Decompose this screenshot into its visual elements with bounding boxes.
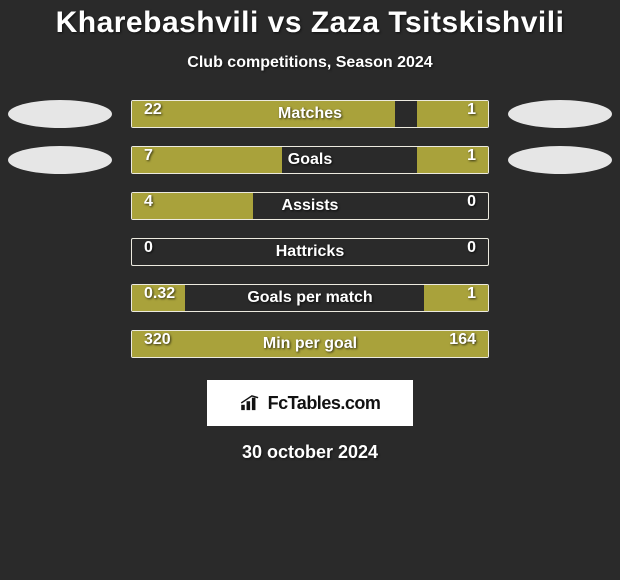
stat-value-right: 1 <box>467 285 476 303</box>
player-avatar-left <box>8 146 112 174</box>
stat-bar: 320164Min per goal <box>131 330 489 358</box>
brand-chart-icon <box>240 395 262 411</box>
stat-value-left: 0.32 <box>144 285 175 303</box>
player-avatar-right <box>508 100 612 128</box>
page-title: Kharebashvili vs Zaza Tsitskishvili <box>56 6 565 40</box>
stat-row: 0.321Goals per match <box>0 284 620 312</box>
stat-value-right: 1 <box>467 101 476 119</box>
stat-value-right: 0 <box>467 239 476 257</box>
stat-row: 320164Min per goal <box>0 330 620 358</box>
stat-bar: 0 0Hattricks <box>131 238 489 266</box>
comparison-infographic: Kharebashvili vs Zaza Tsitskishvili Club… <box>0 0 620 580</box>
bar-segment-right <box>424 285 488 311</box>
stat-bar: 0.321Goals per match <box>131 284 489 312</box>
date-label: 30 october 2024 <box>242 442 378 463</box>
brand-text: FcTables.com <box>268 393 381 414</box>
player-avatar-left <box>8 100 112 128</box>
bar-segment-right <box>417 101 488 127</box>
bar-segment-left <box>132 331 445 357</box>
stat-value-left: 22 <box>144 101 162 119</box>
stat-value-left: 7 <box>144 147 153 165</box>
brand-badge: FcTables.com <box>207 380 413 426</box>
bar-segment-left <box>132 147 282 173</box>
stat-value-left: 4 <box>144 193 153 211</box>
stat-value-left: 320 <box>144 331 171 349</box>
subtitle: Club competitions, Season 2024 <box>187 54 432 72</box>
bar-segment-left <box>132 101 395 127</box>
stat-row: 221Matches <box>0 100 620 128</box>
stat-row: 0 0Hattricks <box>0 238 620 266</box>
stat-value-right: 0 <box>467 193 476 211</box>
stat-row: 71Goals <box>0 146 620 174</box>
stat-label: Hattricks <box>132 239 488 265</box>
stat-bar: 40Assists <box>131 192 489 220</box>
stat-bar: 221Matches <box>131 100 489 128</box>
stat-row: 40Assists <box>0 192 620 220</box>
stats-chart: 221Matches71Goals40Assists00Hattricks0.3… <box>0 100 620 358</box>
stat-value-right: 1 <box>467 147 476 165</box>
stat-value-left: 0 <box>144 239 153 257</box>
player-avatar-right <box>508 146 612 174</box>
stat-bar: 71Goals <box>131 146 489 174</box>
stat-value-right: 164 <box>449 331 476 349</box>
bar-segment-right <box>417 147 488 173</box>
